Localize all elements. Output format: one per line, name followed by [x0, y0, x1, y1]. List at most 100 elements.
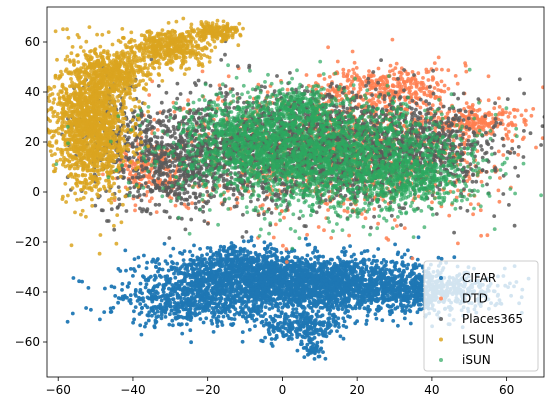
data-point — [138, 297, 143, 302]
data-point — [304, 311, 309, 316]
data-point — [227, 293, 231, 297]
data-point — [307, 288, 312, 293]
data-point — [229, 300, 233, 305]
data-point — [170, 287, 174, 291]
data-point — [343, 311, 347, 315]
data-point — [178, 250, 182, 255]
data-point — [388, 63, 393, 68]
data-point — [205, 287, 210, 291]
data-point — [413, 296, 418, 300]
data-point — [151, 257, 156, 262]
data-point — [213, 261, 218, 266]
data-point — [390, 269, 395, 274]
data-point — [109, 284, 114, 289]
data-point — [180, 305, 185, 310]
data-point — [313, 255, 318, 259]
data-point — [486, 98, 491, 103]
data-point — [316, 257, 320, 262]
data-point — [134, 294, 138, 298]
data-point — [239, 290, 244, 294]
data-point — [162, 241, 167, 246]
data-point — [387, 281, 391, 286]
data-point — [159, 275, 164, 279]
data-point — [295, 320, 300, 325]
data-point — [353, 261, 358, 266]
data-point — [146, 318, 151, 323]
data-point — [331, 287, 336, 292]
data-point — [418, 105, 423, 110]
data-point — [294, 307, 299, 311]
data-point — [341, 274, 346, 279]
data-point — [362, 249, 367, 254]
data-point — [364, 267, 368, 272]
data-point — [145, 277, 150, 282]
data-point — [237, 299, 242, 303]
data-point — [416, 275, 421, 279]
data-point — [198, 317, 203, 321]
data-point — [365, 249, 370, 253]
data-point — [355, 282, 360, 287]
data-point — [245, 319, 249, 324]
data-point — [190, 253, 195, 258]
data-point — [155, 284, 160, 289]
data-point — [166, 268, 171, 273]
data-point — [221, 247, 226, 251]
data-point — [215, 320, 220, 325]
data-point — [363, 258, 367, 263]
data-point — [342, 253, 347, 257]
data-point — [244, 292, 248, 297]
data-point — [190, 266, 195, 271]
data-point — [230, 270, 235, 275]
data-point — [232, 317, 237, 321]
data-point — [265, 90, 270, 94]
data-point — [271, 297, 276, 302]
data-point — [285, 285, 290, 289]
data-point — [166, 277, 170, 282]
data-point — [355, 273, 360, 278]
data-point — [344, 286, 349, 290]
data-point — [255, 263, 259, 268]
data-point — [138, 302, 143, 306]
data-point — [313, 264, 317, 268]
data-point — [330, 293, 335, 297]
data-point — [350, 266, 355, 271]
data-point — [190, 201, 195, 206]
data-point — [132, 309, 136, 314]
data-point — [234, 294, 239, 299]
data-point — [268, 242, 273, 247]
data-point — [400, 309, 404, 313]
data-point — [439, 256, 444, 261]
data-point — [160, 267, 165, 272]
data-point — [149, 274, 153, 279]
data-point — [197, 299, 202, 304]
data-point — [300, 288, 305, 293]
data-point — [373, 298, 378, 303]
data-point — [313, 351, 317, 356]
data-point — [121, 297, 125, 302]
data-point — [479, 233, 483, 238]
data-point — [205, 246, 210, 250]
data-point — [319, 339, 324, 344]
data-point — [195, 283, 199, 288]
data-point — [264, 250, 269, 255]
data-point — [391, 303, 396, 307]
data-point — [420, 293, 424, 298]
data-point — [324, 263, 329, 268]
data-point — [133, 305, 138, 309]
data-point — [284, 271, 289, 276]
data-point — [384, 267, 389, 272]
data-point — [128, 293, 133, 298]
data-point — [278, 301, 283, 306]
data-point — [329, 236, 334, 240]
data-point — [305, 253, 310, 258]
data-point — [171, 323, 175, 328]
data-point — [140, 291, 145, 296]
data-point — [242, 281, 247, 286]
data-point — [180, 331, 185, 336]
data-point — [351, 288, 356, 293]
data-point — [168, 254, 173, 258]
data-point — [179, 314, 184, 319]
data-point — [186, 317, 191, 321]
data-point — [405, 274, 410, 279]
data-point — [215, 308, 220, 313]
